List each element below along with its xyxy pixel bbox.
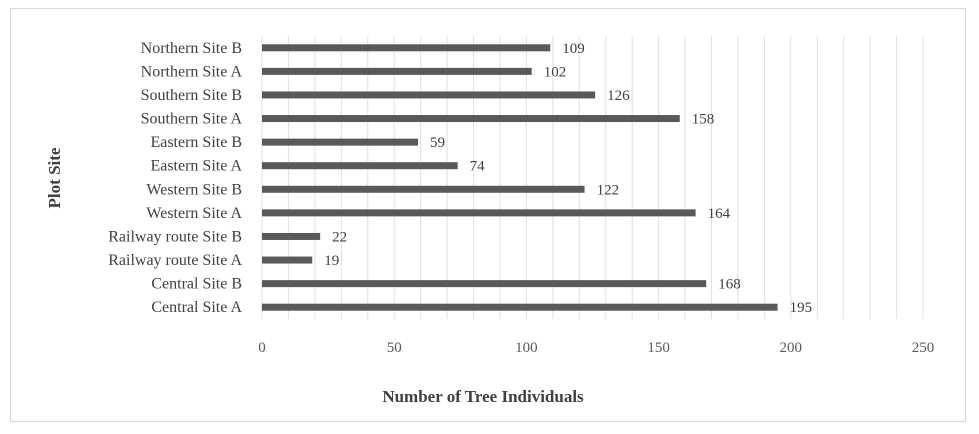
data-label: 122 [597, 182, 620, 198]
bar [262, 44, 551, 52]
data-label: 195 [790, 300, 813, 316]
x-tick-label: 50 [387, 340, 402, 356]
category-label: Railway route Site A [108, 252, 242, 269]
category-label: Eastern Site A [150, 158, 242, 175]
category-label: Western Site B [146, 181, 242, 198]
data-label: 109 [562, 41, 585, 57]
bar [262, 67, 532, 75]
data-label: 74 [470, 159, 486, 175]
x-tick-label: 100 [515, 340, 538, 356]
x-axis-title: Number of Tree Individuals [382, 387, 584, 406]
bar [262, 115, 680, 123]
category-label: Central Site B [151, 276, 242, 293]
category-label: Eastern Site B [150, 134, 242, 151]
bar [262, 232, 321, 240]
bars [262, 44, 778, 311]
category-label: Western Site A [146, 205, 242, 222]
bar [262, 162, 458, 170]
labels: 0 50 100 150 200 250 Central Site A 195 Central … [108, 40, 934, 356]
category-label: Railway route Site B [108, 228, 242, 245]
category-label: Southern Site B [141, 87, 242, 104]
x-tick-label: 200 [780, 340, 803, 356]
data-label: 158 [692, 112, 715, 128]
bar [262, 138, 418, 146]
data-label: 59 [430, 135, 445, 151]
bar [262, 185, 585, 193]
category-label: Northern Site B [141, 40, 242, 57]
bar [262, 91, 596, 99]
category-label: Southern Site A [141, 111, 243, 128]
data-label: 102 [544, 64, 567, 80]
category-label: Central Site A [151, 299, 242, 316]
data-label: 19 [324, 253, 339, 269]
data-label: 22 [332, 229, 347, 245]
data-label: 168 [718, 277, 741, 293]
x-tick-label: 250 [912, 340, 935, 356]
y-axis-title: Plot Site [45, 147, 64, 208]
category-label: Northern Site A [141, 63, 243, 80]
bar [262, 280, 707, 288]
x-tick-label: 0 [258, 340, 266, 356]
gridlines [261, 36, 924, 319]
bar [262, 303, 778, 311]
bar [262, 256, 313, 264]
bar [262, 209, 696, 217]
x-tick-label: 150 [647, 340, 670, 356]
data-label: 126 [607, 88, 630, 104]
data-label: 164 [708, 206, 731, 222]
